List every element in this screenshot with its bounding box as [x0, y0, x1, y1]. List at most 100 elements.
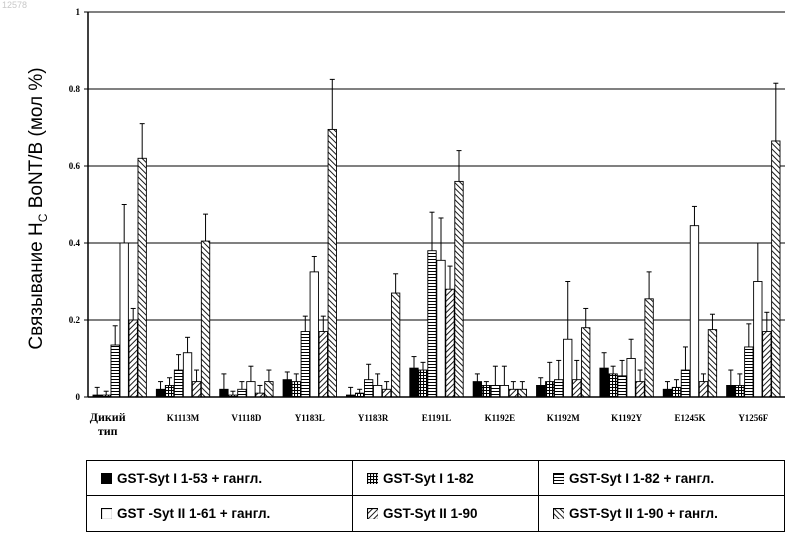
x-tick-label: K1113M: [167, 413, 200, 423]
bar: [319, 332, 327, 397]
x-tick-label: E1245K: [674, 413, 705, 423]
bar: [754, 282, 762, 398]
legend-label: GST-Syt I 1-82 + гангл.: [569, 471, 714, 486]
bar: [564, 339, 572, 397]
legend-swatch-rect: [554, 473, 565, 484]
bar: [174, 370, 182, 397]
x-tick-label: K1192M: [547, 413, 581, 423]
bar: [681, 370, 689, 397]
legend-label: GST-Syt II 1-90 + гангл.: [569, 506, 718, 521]
y-tick-label: 1: [76, 7, 81, 17]
bar: [763, 332, 771, 397]
bar: [373, 385, 381, 397]
bar: [310, 272, 318, 397]
bar: [183, 353, 191, 397]
bar: [201, 241, 209, 397]
bar: [419, 370, 427, 397]
bar: [238, 389, 246, 397]
bar: [772, 141, 780, 397]
bar: [292, 382, 300, 397]
bar: [165, 385, 173, 397]
bar: [382, 389, 390, 397]
bar: [690, 226, 698, 397]
bar: [192, 382, 200, 397]
y-tick-label: 0.4: [69, 238, 81, 248]
legend-swatch-rect: [102, 509, 113, 520]
bar: [120, 243, 128, 397]
bar: [265, 382, 273, 397]
x-tick-label: V1118D: [231, 413, 262, 423]
x-tick-label: K1192E: [485, 413, 516, 423]
x-tick-label: K1192Y: [611, 413, 643, 423]
legend-label: GST-Syt I 1-53 + гангл.: [117, 471, 262, 486]
y-tick-label: 0.2: [69, 315, 81, 325]
legend-label: GST -Syt II 1-61 + гангл.: [117, 506, 270, 521]
bar: [247, 382, 255, 397]
bar: [428, 251, 436, 397]
x-tick-label: Y1256F: [738, 413, 768, 423]
bar: [391, 293, 399, 397]
bar: [482, 385, 490, 397]
legend-item: GST -Syt II 1-61 + гангл.: [87, 496, 353, 531]
bar: [537, 385, 545, 397]
legend-label: GST-Syt II 1-90: [383, 506, 478, 521]
y-axis-label: Связывание HC BoNT/B (мол %): [26, 67, 50, 349]
legend-item: GST-Syt I 1-82: [353, 461, 539, 496]
bar: [582, 328, 590, 397]
bar: [518, 389, 526, 397]
x-tick-label: E1191L: [422, 413, 452, 423]
bar: [220, 389, 228, 397]
bar: [410, 368, 418, 397]
legend-swatch-rect: [554, 509, 565, 520]
legend-item: GST-Syt II 1-90: [353, 496, 539, 531]
bar: [500, 385, 508, 397]
legend-swatch: [101, 508, 112, 519]
bar: [627, 359, 635, 398]
bar: [699, 382, 707, 397]
bar: [727, 385, 735, 397]
x-tick-label: Дикий: [90, 410, 126, 424]
x-tick-label: Y1183R: [358, 413, 389, 423]
bar: [636, 382, 644, 397]
legend-label: GST-Syt I 1-82: [383, 471, 474, 486]
legend-swatch: [101, 473, 112, 484]
bar: [138, 158, 146, 397]
legend-item: GST-Syt II 1-90 + гангл.: [539, 496, 784, 531]
bar: [301, 332, 309, 397]
x-tick-label: Y1183L: [295, 413, 325, 423]
legend-swatch-rect: [102, 473, 113, 484]
bar: [437, 260, 445, 397]
legend-item: GST-Syt I 1-82 + гангл.: [539, 461, 784, 496]
bars: [93, 79, 780, 397]
legend-item: GST-Syt I 1-53 + гангл.: [87, 461, 353, 496]
bar: [129, 320, 137, 397]
bar: [736, 385, 744, 397]
bar: [546, 382, 554, 397]
legend-swatch: [367, 473, 378, 484]
bar: [509, 389, 517, 397]
bar: [283, 380, 291, 397]
legend-swatch-rect: [368, 509, 379, 520]
bar: [364, 380, 372, 397]
bar: [645, 299, 653, 397]
bar: [555, 380, 563, 397]
bar: [745, 347, 753, 397]
y-tick-label: 0.6: [69, 161, 81, 171]
bar: [609, 374, 617, 397]
bar: [672, 387, 680, 397]
bar: [708, 330, 716, 397]
bar: [111, 345, 119, 397]
bar: [473, 382, 481, 397]
x-tick-label: тип: [98, 424, 118, 438]
bar: [573, 380, 581, 397]
y-tick-label: 0: [76, 392, 81, 402]
bar: [156, 389, 164, 397]
legend-swatch-rect: [368, 473, 379, 484]
legend-swatch: [553, 508, 564, 519]
bar: [455, 181, 463, 397]
legend: GST-Syt I 1-53 + гангл. GST-Syt I 1-82 GST…: [86, 460, 785, 532]
bar: [446, 289, 454, 397]
bar: [600, 368, 608, 397]
bar: [328, 129, 336, 397]
